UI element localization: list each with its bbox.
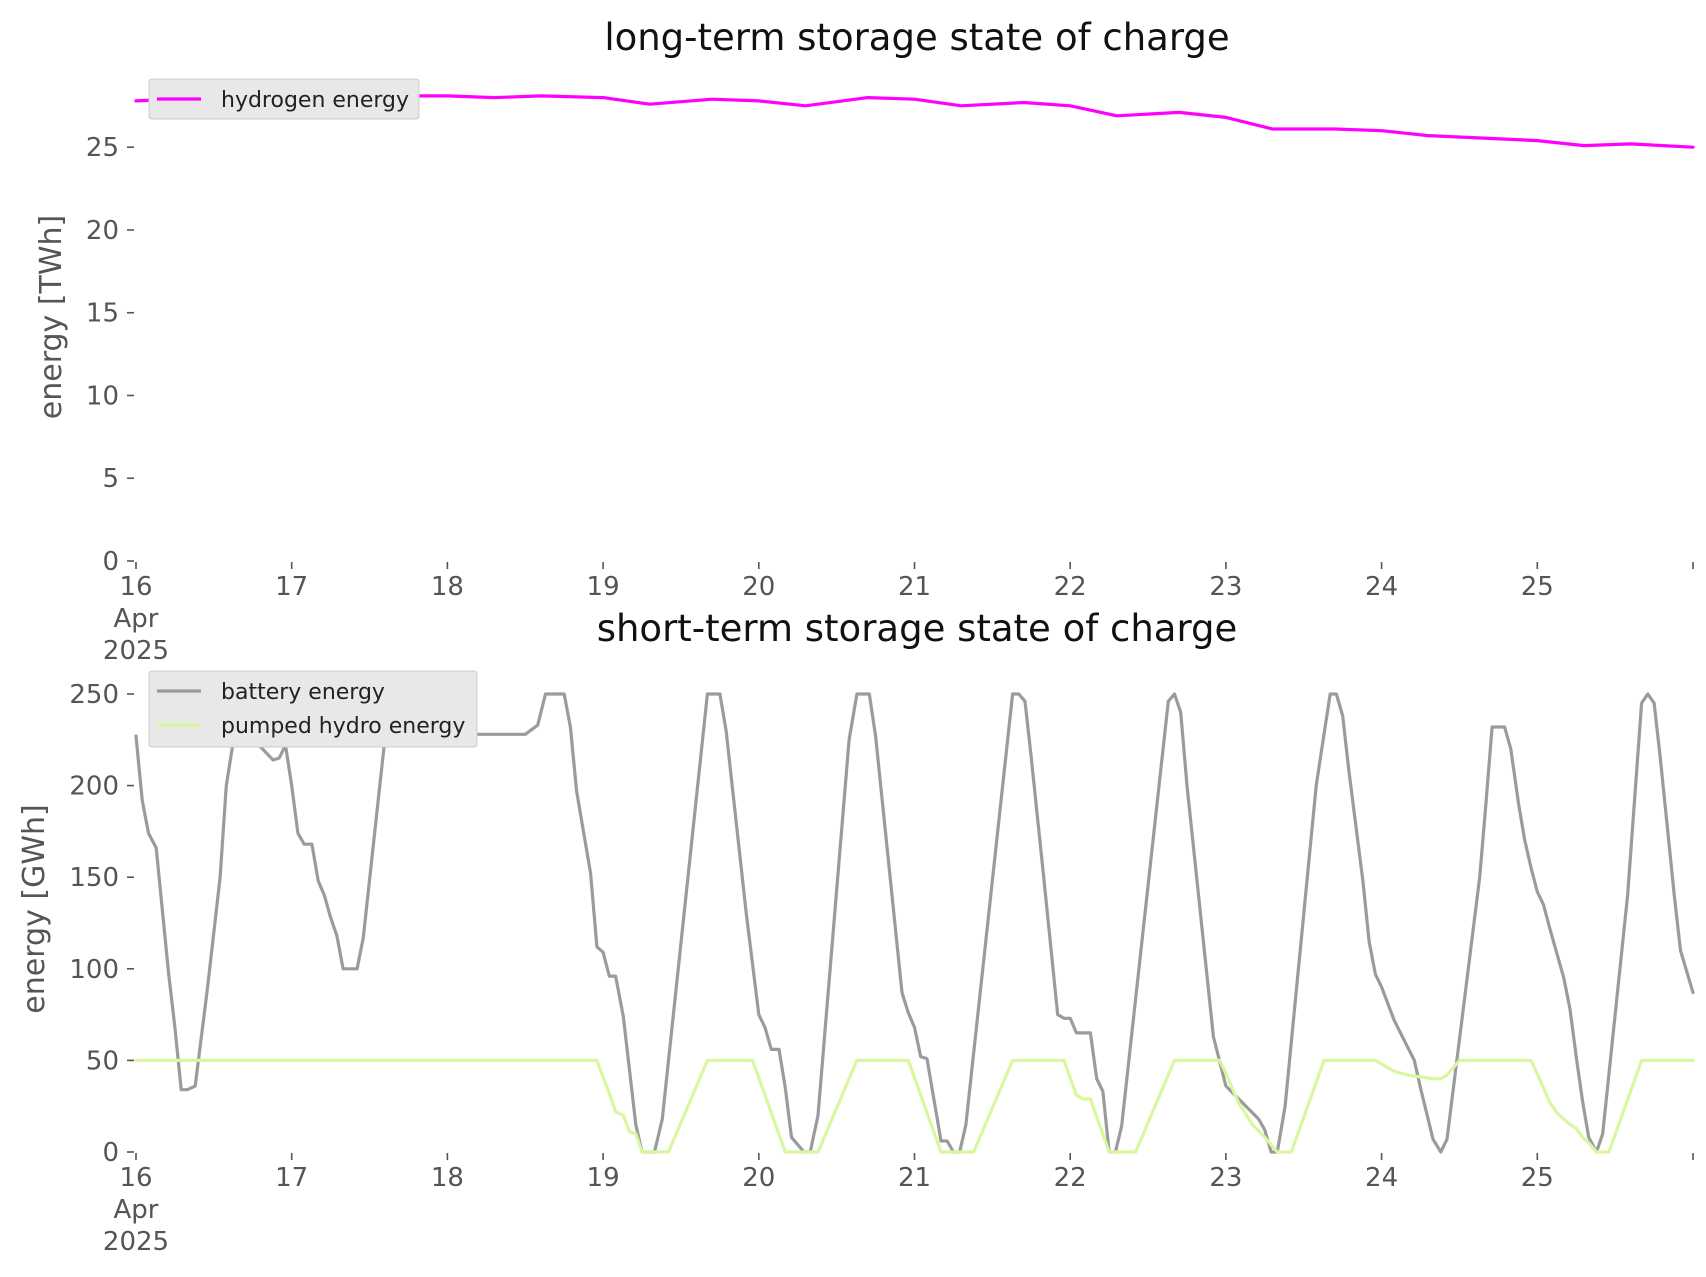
x-tick-year-label: 2025 <box>103 636 169 666</box>
y-tick-label: 10 <box>86 381 119 411</box>
y-ticks: 0 50 100 150 200 250 <box>69 680 134 1168</box>
y-tick-label: 0 <box>102 547 119 577</box>
legend: battery energy pumped hydro energy <box>148 670 478 748</box>
x-tick-label: 24 <box>1365 1163 1398 1193</box>
x-tick-label: 17 <box>275 572 308 602</box>
x-tick-label: 21 <box>898 1163 931 1193</box>
series-lines <box>134 692 1695 1154</box>
y-ticks: 0 5 10 15 20 25 <box>86 133 134 577</box>
series-line-battery-energy <box>134 692 1695 1154</box>
y-tick-label: 250 <box>69 680 119 710</box>
y-tick-label: 25 <box>86 133 119 163</box>
x-tick-label: 25 <box>1521 572 1554 602</box>
y-axis-label: energy [GWh] <box>17 804 52 1013</box>
x-tick-label: 22 <box>1054 1163 1087 1193</box>
x-tick-label: 18 <box>431 572 464 602</box>
x-tick-label: 22 <box>1054 572 1087 602</box>
x-tick-label: 16 <box>119 572 152 602</box>
x-tick-label: 21 <box>898 572 931 602</box>
x-tick-label: 20 <box>742 1163 775 1193</box>
x-tick-label: 16 <box>119 1163 152 1193</box>
series-line-pumped-hydro-energy <box>134 1058 1695 1154</box>
y-tick-label: 5 <box>102 464 119 494</box>
y-tick-label: 200 <box>69 772 119 802</box>
x-tick-label: 25 <box>1521 1163 1554 1193</box>
chart-title: long-term storage state of charge <box>604 16 1229 59</box>
x-tick-year-label: 2025 <box>103 1227 169 1257</box>
y-tick-label: 50 <box>86 1046 119 1076</box>
y-tick-label: 20 <box>86 216 119 246</box>
x-tick-label: 20 <box>742 572 775 602</box>
chart-title: short-term storage state of charge <box>597 607 1238 650</box>
x-tick-label: 18 <box>431 1163 464 1193</box>
x-tick-label: 19 <box>587 572 620 602</box>
x-tick-label: 17 <box>275 1163 308 1193</box>
y-tick-label: 150 <box>69 863 119 893</box>
legend-box <box>148 78 420 120</box>
x-tick-label: 24 <box>1365 572 1398 602</box>
x-tick-month-label: Apr <box>114 1195 159 1225</box>
legend-label: pumped hydro energy <box>221 714 465 739</box>
y-tick-label: 0 <box>102 1138 119 1168</box>
long-term-storage-chart: long-term storage state of charge energy… <box>34 16 1695 666</box>
legend-label: battery energy <box>221 680 385 705</box>
legend-box <box>148 670 478 748</box>
short-term-storage-chart: short-term storage state of charge energ… <box>17 607 1695 1257</box>
y-tick-label: 100 <box>69 955 119 985</box>
x-tick-label: 19 <box>587 1163 620 1193</box>
x-tick-month-label: Apr <box>114 604 159 634</box>
legend-label: hydrogen energy <box>221 88 409 113</box>
x-tick-label: 23 <box>1209 1163 1242 1193</box>
series-line-hydrogen-energy <box>134 94 1695 149</box>
y-tick-label: 15 <box>86 299 119 329</box>
x-tick-label: 23 <box>1209 572 1242 602</box>
series-lines <box>134 94 1695 149</box>
legend: hydrogen energy <box>148 78 420 120</box>
y-axis-label: energy [TWh] <box>34 215 69 419</box>
